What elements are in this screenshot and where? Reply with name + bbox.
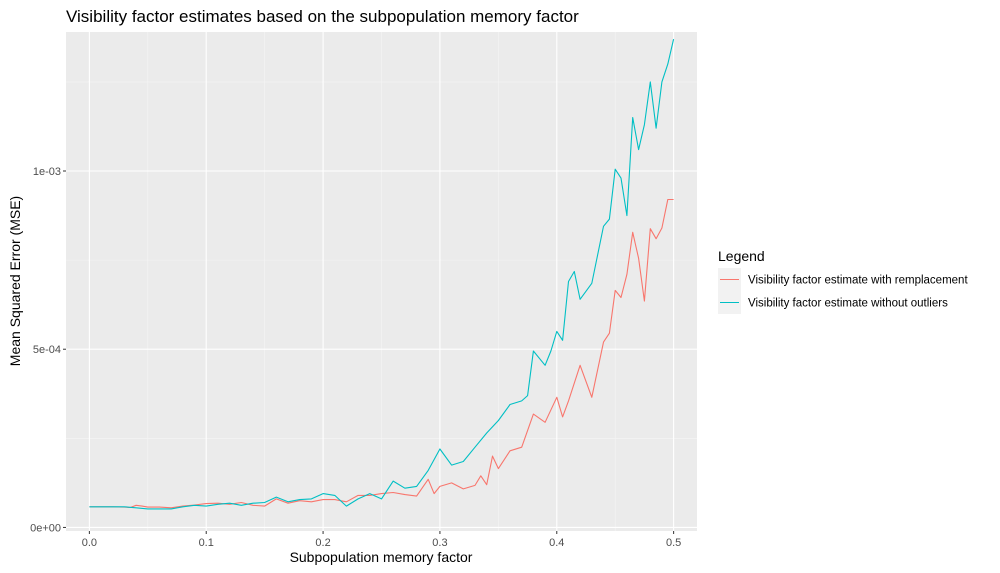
x-tick-label: 0.0: [82, 537, 97, 549]
legend: Legend Visibility factor estimate with r…: [718, 248, 968, 314]
y-tick-label: 1e-03: [33, 166, 61, 178]
y-axis-title: Mean Squared Error (MSE): [7, 196, 23, 366]
x-tick-label: 0.1: [199, 537, 214, 549]
grid-lines: [66, 32, 697, 531]
y-tick-label: 0e+00: [30, 522, 61, 534]
series-lines: [89, 38, 675, 510]
legend-label-1: Visibility factor estimate with remplace…: [748, 275, 968, 287]
series-line-1: [89, 198, 674, 509]
x-axis-ticks: 0.0 0.1 0.2 0.3 0.4 0.5: [82, 531, 681, 549]
x-tick-label: 0.4: [549, 537, 564, 549]
chart-title: Visibility factor estimates based on the…: [66, 7, 579, 26]
x-tick-label: 0.5: [666, 537, 681, 549]
legend-label-2: Visibility factor estimate without outli…: [748, 298, 948, 310]
y-axis-ticks: 0e+00 5e-04 1e-03: [30, 166, 66, 534]
legend-title: Legend: [718, 248, 765, 264]
y-tick-label: 5e-04: [33, 344, 61, 356]
x-tick-label: 0.3: [432, 537, 447, 549]
x-axis-title: Subpopulation memory factor: [290, 549, 473, 565]
x-tick-label: 0.2: [315, 537, 330, 549]
series-line-2: [89, 38, 675, 510]
